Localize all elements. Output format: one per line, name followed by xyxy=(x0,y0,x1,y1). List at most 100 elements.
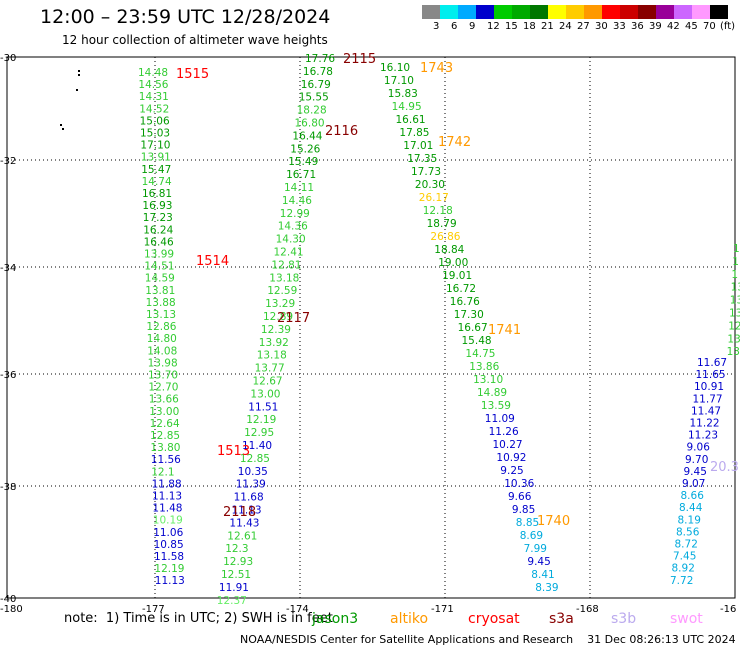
legend-swatch xyxy=(512,5,530,19)
wave-height-value: 8.56 xyxy=(676,526,700,538)
wave-height-value: 8.92 xyxy=(672,563,695,575)
wave-height-value: 10.91 xyxy=(694,381,724,393)
wave-height-value: 13.99 xyxy=(144,249,174,261)
wave-height-value: 16.72 xyxy=(446,283,476,295)
wave-height-value: 15.26 xyxy=(290,143,320,155)
page-subtitle: 12 hour collection of altimeter wave hei… xyxy=(62,33,328,47)
wave-height-value: 13.59 xyxy=(481,400,511,412)
wave-height-value: 16.80 xyxy=(295,118,325,130)
footer-note: note: 1) Time is in UTC; 2) SWH is in fe… xyxy=(64,611,333,626)
pass-label: 2118 xyxy=(223,505,256,520)
wave-height-value: 11.13 xyxy=(232,505,262,517)
wave-height-value: 12.93 xyxy=(223,556,253,568)
pass-label: 1740 xyxy=(537,514,570,529)
legend-unit: (ft) xyxy=(720,21,736,32)
legend-label: 6 xyxy=(451,21,458,32)
satellite-s3b: s3b xyxy=(611,611,637,627)
wave-height-value: 19.01 xyxy=(442,270,472,282)
latitude-label: -38 xyxy=(0,482,16,493)
wave-height-value: 1 xyxy=(732,256,739,268)
wave-height-value: 14.80 xyxy=(147,333,177,345)
legend-label: 9 xyxy=(469,21,476,32)
satellite-altiko: altiko xyxy=(390,611,429,627)
wave-height-value: 14.31 xyxy=(139,91,169,103)
legend-swatch xyxy=(440,5,458,19)
wave-height-value: 14.59 xyxy=(145,273,175,285)
longitude-label: -171 xyxy=(431,604,454,615)
wave-height-value: 11.13 xyxy=(152,491,182,503)
wave-height-value: 17.73 xyxy=(411,166,441,178)
pass-label: 1743 xyxy=(420,61,453,76)
wave-height-value: 12.64 xyxy=(150,418,180,430)
longitude-label: -180 xyxy=(0,604,23,615)
legend-label: 45 xyxy=(685,21,698,32)
wave-height-value: 16.10 xyxy=(380,62,410,74)
legend-swatch xyxy=(620,5,638,19)
wave-height-value: 8.41 xyxy=(531,569,554,581)
wave-height-value: 11.68 xyxy=(234,492,264,504)
wave-height-value: 10.35 xyxy=(238,466,268,478)
wave-height-value: 16.24 xyxy=(143,224,173,236)
wave-height-value: 11.40 xyxy=(242,440,272,452)
legend-label: 3 xyxy=(433,21,440,32)
wave-height-value: 15.83 xyxy=(388,88,418,100)
wave-height-value: 9.25 xyxy=(500,465,523,477)
island-dot xyxy=(62,128,64,130)
legend-swatch xyxy=(548,5,566,19)
legend-label: 27 xyxy=(577,21,590,32)
wave-height-value: 12.4 xyxy=(728,320,740,332)
wave-height-value: 12.89 xyxy=(263,311,293,323)
wave-height-value: 9.06 xyxy=(687,442,711,454)
wave-height-value: 7.99 xyxy=(524,543,547,555)
wave-height-value: 9.45 xyxy=(684,466,707,478)
wave-height-value: 13.70 xyxy=(148,370,178,382)
wave-height-value: 15.47 xyxy=(141,164,171,176)
wave-height-value: 13.86 xyxy=(469,361,499,373)
wave-height-value: 13.18 xyxy=(257,350,287,362)
pass-label: 1741 xyxy=(488,323,521,338)
wave-height-value: 17.35 xyxy=(407,153,437,165)
wave-height-value: 15.06 xyxy=(140,115,170,127)
wave-height-value: 13.10 xyxy=(473,374,503,386)
wave-height-value: 13.18 xyxy=(269,272,299,284)
wave-height-value: 11.06 xyxy=(153,527,183,539)
wave-height-value: 16.78 xyxy=(303,66,333,78)
wave-height-value: 12.67 xyxy=(253,376,283,388)
wave-height-value: 1 xyxy=(733,243,740,255)
wave-height-value: 17.10 xyxy=(140,140,170,152)
wave-height-value: 12.19 xyxy=(246,414,276,426)
legend-swatch xyxy=(530,5,548,19)
wave-height-value: 12.3 xyxy=(225,543,248,555)
wave-height-value: 17.10 xyxy=(384,75,414,87)
wave-height-value: 17.85 xyxy=(399,127,429,139)
wave-height-value: 9.66 xyxy=(508,491,532,503)
wave-height-value: 11.77 xyxy=(693,393,723,405)
wave-height-value: 13.00 xyxy=(250,388,280,400)
wave-height-value: 12.61 xyxy=(227,530,257,542)
wave-height-value: 13.92 xyxy=(259,337,289,349)
satellite-swot: swot xyxy=(670,611,703,627)
wave-height-value: 16.44 xyxy=(292,130,322,142)
legend-label: 42 xyxy=(667,21,680,32)
wave-height-value: 26.86 xyxy=(430,231,460,243)
legend-label: 12 xyxy=(487,21,500,32)
legend-swatch xyxy=(422,5,440,19)
wave-height-value: 11.56 xyxy=(151,454,181,466)
wave-height-value: 11.67 xyxy=(697,357,727,369)
wave-height-value: 11.91 xyxy=(219,582,249,594)
legend-label: 33 xyxy=(613,21,626,32)
legend-swatch xyxy=(656,5,674,19)
wave-height-value: 9.07 xyxy=(682,478,705,490)
wave-height-value: 12.85 xyxy=(150,430,180,442)
wave-height-value: 12.39 xyxy=(261,324,291,336)
wave-height-value: 14.46 xyxy=(282,195,312,207)
wave-height-value: 8.85 xyxy=(516,517,539,529)
wave-height-value: 16.61 xyxy=(396,114,426,126)
legend-swatch xyxy=(710,5,728,19)
legend-label: 18 xyxy=(523,21,536,32)
pass-label: 1515 xyxy=(176,67,209,82)
wave-height-value: 10.19 xyxy=(153,515,183,527)
wave-height-value: 8.72 xyxy=(675,539,698,551)
wave-height-value: 12.86 xyxy=(146,321,176,333)
